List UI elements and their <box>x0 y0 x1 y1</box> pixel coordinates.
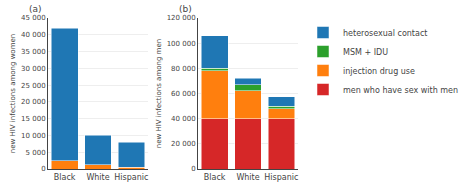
svg-text:45 000: 45 000 <box>21 14 46 22</box>
svg-text:White: White <box>236 173 259 182</box>
svg-text:Black: Black <box>54 173 76 182</box>
svg-text:30 000: 30 000 <box>21 65 46 73</box>
svg-text:Hispanic: Hispanic <box>264 173 298 182</box>
svg-text:20 000: 20 000 <box>171 140 196 148</box>
svg-text:60 000: 60 000 <box>171 90 196 98</box>
svg-text:(b): (b) <box>179 4 192 14</box>
svg-text:injection drug use: injection drug use <box>343 67 415 76</box>
svg-text:15 000: 15 000 <box>21 115 46 123</box>
svg-text:0: 0 <box>41 165 45 173</box>
svg-text:Hispanic: Hispanic <box>114 173 148 182</box>
svg-text:0: 0 <box>191 165 195 173</box>
svg-text:35 000: 35 000 <box>21 48 46 56</box>
svg-text:20 000: 20 000 <box>21 98 46 106</box>
svg-text:new HIV infections among men: new HIV infections among men <box>155 39 163 148</box>
svg-text:80 000: 80 000 <box>171 65 196 73</box>
svg-text:25 000: 25 000 <box>21 82 46 90</box>
svg-text:men who have sex with men: men who have sex with men <box>343 86 458 95</box>
svg-text:White: White <box>86 173 109 182</box>
svg-text:40 000: 40 000 <box>171 115 196 123</box>
svg-text:heterosexual contact: heterosexual contact <box>343 29 427 38</box>
svg-text:MSM + IDU: MSM + IDU <box>343 48 388 57</box>
svg-text:10 000: 10 000 <box>21 132 46 140</box>
svg-text:new HIV infections among women: new HIV infections among women <box>9 34 17 153</box>
svg-text:Black: Black <box>204 173 226 182</box>
svg-text:(a): (a) <box>29 4 42 14</box>
svg-text:40 000: 40 000 <box>21 31 46 39</box>
svg-text:5 000: 5 000 <box>26 149 46 157</box>
svg-text:120 000: 120 000 <box>167 14 196 22</box>
svg-text:100 000: 100 000 <box>167 40 196 48</box>
